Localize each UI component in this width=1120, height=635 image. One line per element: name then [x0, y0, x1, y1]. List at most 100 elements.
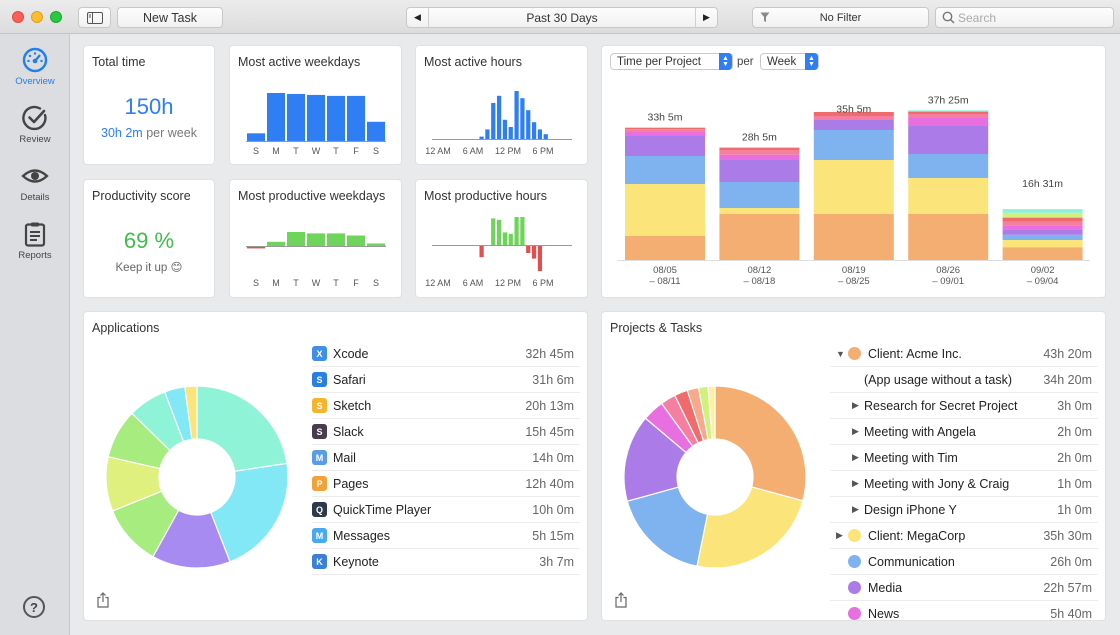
disclosure-open-icon[interactable]: ▼ [836, 348, 845, 359]
row-label: News [868, 606, 900, 621]
application-name: Slack [333, 424, 364, 439]
donut-slice[interactable] [707, 385, 716, 440]
category-label: 09/02 [1031, 265, 1055, 276]
gauge-icon [22, 47, 48, 73]
donut-slice[interactable] [196, 385, 288, 473]
share-icon[interactable] [96, 592, 110, 608]
project-row[interactable]: ▶ Client: MegaCorp 35h 30m [830, 523, 1098, 549]
metric-select-value: Time per Project [617, 55, 701, 68]
interval-select[interactable]: Week ▲ ▼ [760, 53, 819, 70]
task-row[interactable]: ▶ Meeting with Angela 2h 0m [830, 419, 1098, 445]
stack-segment [719, 154, 800, 160]
row-label: Client: Acme Inc. [868, 346, 962, 361]
stack-segment [813, 160, 894, 214]
filter-label: No Filter [819, 11, 862, 24]
donut-slice[interactable] [696, 486, 804, 569]
safari-icon: S [312, 372, 327, 387]
weekday-label: S [373, 146, 379, 156]
most-productive-weekdays-card[interactable]: Most productive weekdays S M T W T F S [230, 180, 401, 297]
stack-segment [908, 154, 989, 178]
project-color-dot [848, 529, 861, 542]
application-row[interactable]: M Mail 14h 0m [312, 445, 580, 471]
stack-segment [719, 182, 800, 208]
disclosure-closed-icon[interactable]: ▶ [852, 452, 859, 462]
disclosure-closed-icon[interactable]: ▶ [852, 478, 859, 488]
weekday-bar [267, 93, 285, 141]
hour-bar [514, 91, 519, 139]
total-time-card: Total time 150h 30h 2m per week [84, 46, 214, 164]
title-bar: New Task ◀ Past 30 Days ▶ No Filter Sear… [0, 0, 1120, 34]
row-label: Communication [868, 554, 955, 569]
share-icon[interactable] [614, 592, 628, 608]
project-color-dot [848, 581, 861, 594]
application-row[interactable]: S Sketch 20h 13m [312, 393, 580, 419]
close-window-button[interactable] [12, 11, 24, 23]
weekday-label: M [272, 278, 280, 288]
sidebar-item-review[interactable]: Review [0, 104, 70, 156]
stack-segment [908, 114, 989, 118]
application-row[interactable]: S Slack 15h 45m [312, 419, 580, 445]
project-row[interactable]: Communication 26h 0m [830, 549, 1098, 575]
stack-segment [719, 208, 800, 214]
sidebar-item-overview[interactable]: Overview [0, 46, 70, 98]
weekday-label: T [293, 278, 299, 288]
disclosure-closed-icon[interactable]: ▶ [852, 504, 859, 514]
donut-slice[interactable] [210, 462, 289, 563]
task-row[interactable]: (App usage without a task) 34h 20m [830, 367, 1098, 393]
productivity-score-value: 69 % [123, 228, 175, 253]
search-input[interactable]: Search [935, 7, 1114, 28]
application-row[interactable]: Q QuickTime Player 10h 0m [312, 497, 580, 523]
hour-bar [502, 232, 508, 245]
next-period-button[interactable]: ▶ [695, 8, 717, 27]
time-per-project-card: Time per Project ▲ ▼ per Week ▲ ▼ 33h 5m 08… [602, 46, 1105, 297]
application-row[interactable]: X Xcode 32h 45m [312, 341, 580, 367]
application-duration: 12h 40m [525, 476, 574, 491]
most-active-hours-card[interactable]: Most active hours 12 AM 6 AM 12 PM 6 PM [416, 46, 587, 164]
weekday-label: F [353, 278, 359, 288]
filter-button[interactable]: No Filter [752, 7, 929, 28]
card-title: Most active hours [424, 55, 522, 69]
task-row[interactable]: ▶ Meeting with Jony & Craig 1h 0m [830, 471, 1098, 497]
hour-label: 6 AM [463, 278, 484, 288]
sidebar-item-reports[interactable]: Reports [0, 220, 70, 272]
disclosure-closed-icon[interactable]: ▶ [836, 530, 843, 540]
task-row[interactable]: ▶ Design iPhone Y 1h 0m [830, 497, 1098, 523]
stack-segment [625, 136, 705, 156]
donut-slice[interactable] [714, 385, 807, 502]
hour-bar [526, 110, 531, 139]
project-row[interactable]: ▼ Client: Acme Inc. 43h 20m [830, 341, 1098, 367]
stack-segment [625, 127, 705, 130]
application-row[interactable]: P Pages 12h 40m [312, 471, 580, 497]
weekday-bar [327, 95, 345, 141]
zoom-window-button[interactable] [50, 11, 62, 23]
hour-bar [514, 217, 519, 245]
bar-total-label: 37h 25m [928, 94, 969, 106]
metric-select[interactable]: Time per Project ▲ ▼ [610, 53, 733, 70]
task-row[interactable]: ▶ Meeting with Tim 2h 0m [830, 445, 1098, 471]
application-row[interactable]: S Safari 31h 6m [312, 367, 580, 393]
sidebar-item-details[interactable]: Details [0, 162, 70, 214]
minimize-window-button[interactable] [31, 11, 43, 23]
task-row[interactable]: ▶ Research for Secret Project 3h 0m [830, 393, 1098, 419]
stack-segment [719, 160, 800, 182]
row-duration: 2h 0m [1057, 424, 1092, 439]
application-row[interactable]: K Keynote 3h 7m [312, 549, 580, 575]
disclosure-closed-icon[interactable]: ▶ [852, 426, 859, 436]
bar-total-label: 16h 31m [1022, 178, 1063, 190]
previous-period-button[interactable]: ◀ [407, 8, 429, 27]
donut-slice[interactable] [184, 385, 198, 441]
most-active-weekdays-card[interactable]: Most active weekdays S M T W T F S [230, 46, 401, 164]
date-range-label[interactable]: Past 30 Days [526, 10, 598, 25]
application-row[interactable]: M Messages 5h 15m [312, 523, 580, 549]
hour-bar [491, 218, 496, 245]
most-productive-hours-card[interactable]: Most productive hours 12 AM 6 AM 12 PM 6 PM [416, 180, 587, 297]
sidebar-toggle-button[interactable] [78, 7, 111, 28]
hour-bar [508, 233, 513, 245]
arrow-right-icon: ▶ [703, 12, 710, 22]
new-task-button[interactable]: New Task [117, 7, 223, 28]
help-button[interactable]: ? [23, 596, 45, 618]
project-row[interactable]: Media 22h 57m [830, 575, 1098, 601]
hour-bar [496, 219, 502, 245]
disclosure-closed-icon[interactable]: ▶ [852, 400, 859, 410]
project-row[interactable]: News 5h 40m [830, 601, 1098, 620]
